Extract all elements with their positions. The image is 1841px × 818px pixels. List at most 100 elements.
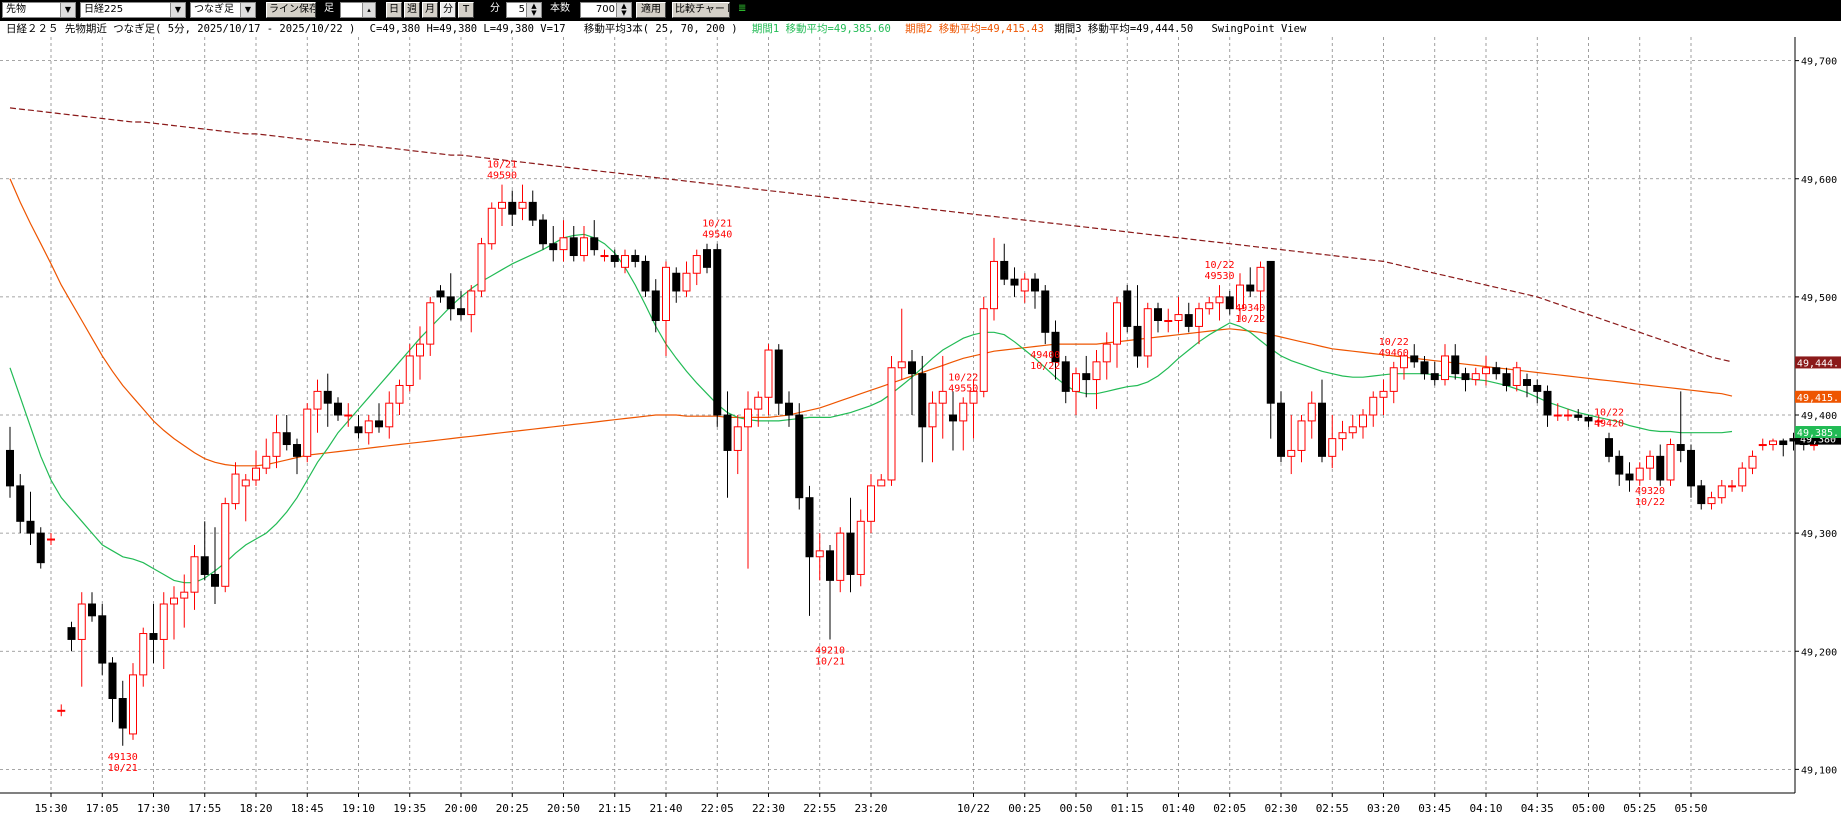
- swing-label-line1: 49210: [815, 645, 845, 656]
- candle: [1359, 409, 1367, 439]
- candle: [1020, 273, 1029, 303]
- candle: [692, 249, 701, 286]
- candle: [621, 249, 629, 274]
- candle: [436, 285, 445, 303]
- tf-tick-button[interactable]: T: [458, 2, 474, 18]
- x-tick-label: 18:20: [239, 802, 272, 815]
- candle: [1318, 379, 1326, 463]
- candle: [682, 261, 691, 297]
- candle: [221, 497, 230, 593]
- tf-week-button[interactable]: 週: [404, 2, 420, 18]
- x-tick-label: 03:45: [1418, 802, 1451, 815]
- x-tick-label: 23:20: [854, 802, 887, 815]
- candle: [426, 296, 435, 356]
- swing-label-line1: 49320: [1635, 486, 1665, 497]
- candle-body: [262, 455, 271, 469]
- chevron-down-icon: ▼: [60, 3, 75, 17]
- candle: [26, 491, 35, 545]
- tf-day-button[interactable]: 日: [386, 2, 402, 18]
- candle-body: [1051, 331, 1060, 363]
- candle-body: [1215, 296, 1224, 304]
- swing-label-line1: 10/22: [1379, 337, 1409, 348]
- candle: [6, 426, 14, 498]
- count-value: 700: [595, 4, 615, 15]
- candle-body: [1287, 449, 1296, 457]
- candle: [1164, 308, 1173, 333]
- tf-month-button[interactable]: 月: [422, 2, 438, 18]
- candle-body: [129, 674, 137, 735]
- candle-body: [36, 532, 45, 564]
- candle-body: [877, 479, 886, 487]
- candle-body: [1113, 302, 1121, 345]
- candle: [826, 544, 834, 640]
- candle: [908, 350, 916, 415]
- bar-type-select[interactable]: つなぎ足 ▼: [190, 2, 256, 18]
- candle: [569, 226, 578, 262]
- candle: [1410, 344, 1419, 368]
- candle: [672, 267, 681, 303]
- candle-body: [1584, 416, 1593, 422]
- tf-min-button[interactable]: 分: [440, 2, 456, 18]
- candle: [1133, 285, 1142, 368]
- candle: [1728, 479, 1736, 492]
- x-tick-label: 02:55: [1316, 802, 1349, 815]
- candle: [1246, 267, 1255, 297]
- candle-body: [1195, 308, 1203, 327]
- candle-body: [385, 402, 394, 428]
- candle-body: [1769, 440, 1777, 446]
- candle: [457, 290, 465, 321]
- candle-body: [1728, 485, 1736, 488]
- ashi-field[interactable]: ▴: [340, 2, 376, 18]
- swing-label-line1: 49400: [1030, 350, 1060, 361]
- minute-value: 5: [518, 4, 525, 15]
- y-tick-label: 49,300: [1801, 529, 1837, 540]
- candle: [180, 574, 189, 628]
- candle-body: [354, 426, 363, 434]
- market-select[interactable]: 先物 ▼: [2, 2, 76, 18]
- candle-body: [1266, 260, 1275, 404]
- candle-body: [621, 255, 629, 268]
- swing-label-line2: 49420: [1594, 419, 1624, 430]
- symbol-select[interactable]: 日経225 ▼: [80, 2, 186, 18]
- candle-body: [477, 243, 486, 292]
- x-tick-label: 04:10: [1469, 802, 1502, 815]
- price-tag-label: 49,380: [1800, 435, 1836, 446]
- candle: [293, 438, 301, 475]
- candle: [1000, 243, 1009, 286]
- candle-body: [231, 473, 240, 505]
- candle-body: [1041, 290, 1050, 333]
- candle: [334, 397, 342, 421]
- candle: [344, 403, 353, 427]
- candle-body: [979, 308, 988, 392]
- x-tick-label: 03:20: [1367, 802, 1400, 815]
- candle: [990, 237, 998, 321]
- candle: [1092, 350, 1101, 410]
- candle-body: [426, 302, 435, 345]
- candle: [272, 415, 281, 469]
- apply-button[interactable]: 適用: [636, 2, 666, 18]
- candle-body: [467, 290, 476, 316]
- candle-body: [754, 396, 763, 410]
- candle: [713, 243, 722, 427]
- candle-body: [16, 485, 25, 522]
- candle-body: [908, 361, 916, 375]
- candle: [477, 237, 486, 297]
- candle: [36, 527, 45, 569]
- compare-chart-button[interactable]: 比較チャート: [672, 2, 730, 18]
- candle-body: [836, 532, 845, 581]
- candle: [1184, 302, 1193, 333]
- line-save-button[interactable]: ライン保存: [266, 2, 316, 18]
- candle-body: [1205, 302, 1214, 310]
- candle-body: [1400, 355, 1408, 369]
- candle-body: [795, 414, 804, 499]
- ma1-readout: 期間1 移動平均=49,385.60: [751, 23, 891, 35]
- candle: [918, 355, 927, 463]
- count-field[interactable]: 700 ▲ ▼: [580, 2, 632, 18]
- minute-field[interactable]: 5 ▲ ▼: [506, 2, 542, 18]
- candle: [846, 497, 855, 593]
- candle: [1266, 260, 1275, 439]
- candle: [1502, 367, 1511, 392]
- tool-lines-icon[interactable]: ≣: [738, 3, 747, 14]
- swing-label-line2: 49530: [1204, 271, 1234, 282]
